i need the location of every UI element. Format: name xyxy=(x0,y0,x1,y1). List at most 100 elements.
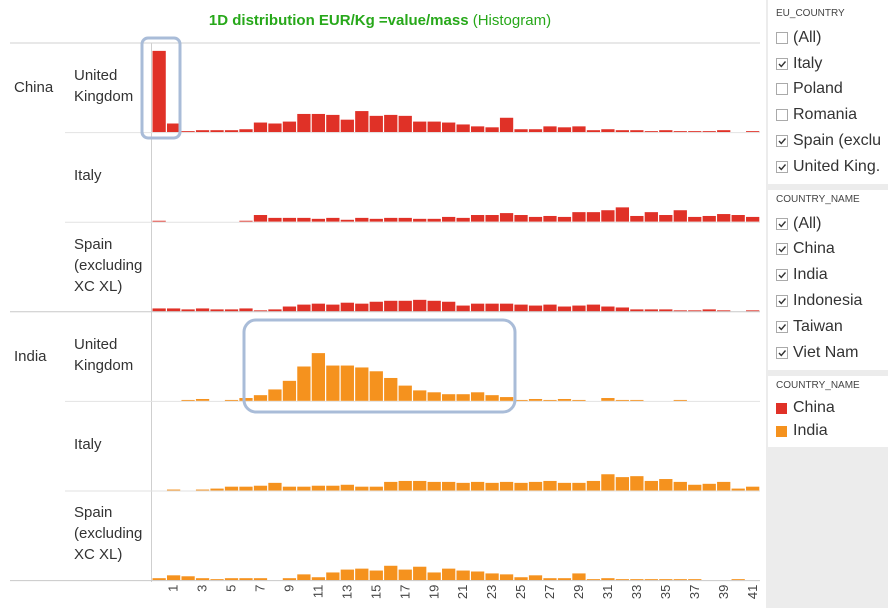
bar xyxy=(268,309,282,312)
checkbox[interactable] xyxy=(776,109,788,122)
filter-item[interactable]: China xyxy=(776,237,888,263)
filter: COUNTRY_NAME (All) China India Indonesia Taiw… xyxy=(768,189,888,370)
x-tick-label: 37 xyxy=(687,585,702,599)
column-label: Spain (excluding XC XL) xyxy=(74,504,143,564)
filter-item[interactable]: India xyxy=(776,262,888,288)
bar xyxy=(557,127,572,133)
check-mark xyxy=(778,272,787,279)
bar xyxy=(442,568,456,581)
bar xyxy=(239,578,253,581)
filter-item[interactable]: (All) xyxy=(776,211,888,237)
bar xyxy=(166,489,181,491)
bar xyxy=(499,117,514,133)
bar xyxy=(644,309,658,312)
bar xyxy=(224,486,239,491)
check-mark xyxy=(778,298,787,305)
bar xyxy=(543,480,557,491)
bar xyxy=(528,575,543,581)
bar xyxy=(586,130,601,133)
column-label: Spain (excluding XC XL) xyxy=(74,235,143,295)
bar xyxy=(239,308,253,312)
filter-item[interactable]: (All) xyxy=(776,25,888,51)
bar xyxy=(673,481,687,491)
bar xyxy=(702,215,716,222)
filter-item[interactable]: Indonesia xyxy=(776,288,888,314)
bar xyxy=(384,481,398,491)
filter-item[interactable]: Viet Nam xyxy=(776,340,888,366)
bar xyxy=(717,214,731,222)
filter-label: United King. xyxy=(793,157,881,175)
filter-title: COUNTRY_NAME xyxy=(776,193,860,205)
filter-item[interactable]: Italy xyxy=(776,51,888,77)
checkbox[interactable] xyxy=(776,83,788,96)
checkbox[interactable] xyxy=(776,243,788,256)
checkbox[interactable] xyxy=(776,346,788,359)
bar xyxy=(673,399,687,401)
bar xyxy=(630,309,644,312)
check-mark xyxy=(778,220,787,228)
bar xyxy=(311,218,326,222)
column-label: Italy xyxy=(74,435,102,453)
checkbox[interactable] xyxy=(776,320,788,333)
bar xyxy=(485,303,499,312)
bar xyxy=(557,216,572,222)
bar xyxy=(557,306,572,312)
filter-item[interactable]: Spain (exclu xyxy=(776,128,888,154)
filter-item[interactable]: Poland xyxy=(776,77,888,103)
sidebar: EU_COUNTRY (All) Italy Poland Romania Spain (… xyxy=(766,0,888,608)
bar xyxy=(326,572,340,581)
bar xyxy=(224,130,239,133)
checkbox[interactable] xyxy=(776,295,788,308)
bar xyxy=(413,566,427,581)
checkbox[interactable] xyxy=(776,135,788,148)
bar xyxy=(514,215,528,222)
bar xyxy=(152,308,166,312)
bar xyxy=(586,480,601,491)
filter-label: China xyxy=(793,240,835,258)
x-tick-label: 1 xyxy=(166,585,181,592)
bar xyxy=(688,131,702,133)
bar xyxy=(340,365,354,401)
checkbox[interactable] xyxy=(776,57,788,70)
filter-title: EU_COUNTRY xyxy=(776,8,845,19)
bar xyxy=(311,485,326,491)
bar xyxy=(384,114,398,133)
bar xyxy=(601,578,615,581)
filter-item[interactable]: Romania xyxy=(776,102,888,128)
bar xyxy=(166,123,181,133)
bar xyxy=(152,220,166,222)
bar xyxy=(297,217,311,222)
x-tick-label: 13 xyxy=(339,585,354,599)
bar xyxy=(470,126,485,133)
checkbox[interactable] xyxy=(776,217,788,230)
bar xyxy=(601,398,615,401)
bar xyxy=(688,310,702,312)
bar xyxy=(268,123,282,133)
filter-item[interactable]: United King. xyxy=(776,154,888,180)
bar xyxy=(326,217,340,222)
legend-item: China xyxy=(776,397,888,420)
bar xyxy=(152,578,166,581)
bar xyxy=(572,305,586,312)
legend-label: India xyxy=(793,422,828,440)
filter-label: Poland xyxy=(793,80,843,98)
bar xyxy=(746,310,760,312)
checkbox[interactable] xyxy=(776,31,788,44)
checkbox[interactable] xyxy=(776,269,788,282)
legend-label: China xyxy=(793,399,835,417)
x-tick-label: 3 xyxy=(195,585,210,592)
bar xyxy=(210,579,224,581)
bar xyxy=(615,579,630,581)
bar xyxy=(355,217,369,222)
checkbox[interactable] xyxy=(776,160,788,173)
filter-item[interactable]: Taiwan xyxy=(776,314,888,340)
bar xyxy=(659,479,673,491)
bar xyxy=(499,481,514,491)
bar xyxy=(340,484,354,491)
bar xyxy=(485,215,499,222)
bar xyxy=(355,367,369,401)
bar xyxy=(427,218,441,222)
bar xyxy=(615,207,630,222)
chart-title: 1D distribution EUR/Kg =value/mass (Hist… xyxy=(150,12,610,29)
bar xyxy=(572,399,586,401)
